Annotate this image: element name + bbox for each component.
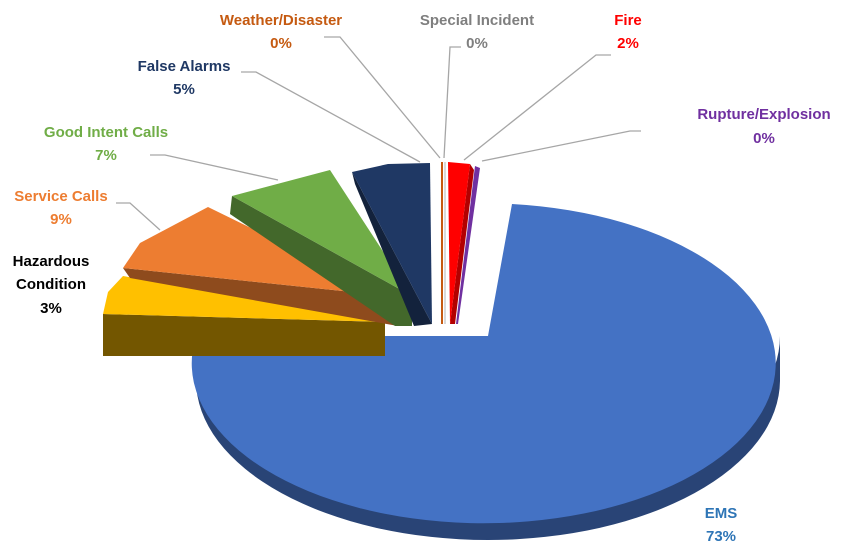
label-special-name: Special Incident xyxy=(420,12,534,29)
slice-ems xyxy=(191,204,780,540)
slice-special xyxy=(444,162,446,324)
leader-fire xyxy=(463,54,611,161)
label-ems-value: 73% xyxy=(706,528,736,543)
label-rupture-value: 0% xyxy=(753,130,775,147)
leader-special xyxy=(443,46,461,159)
leader-falsealarms xyxy=(241,71,421,163)
label-fire-value: 2% xyxy=(617,35,639,52)
slice-falsealarms-top xyxy=(352,163,432,324)
label-weather-value: 0% xyxy=(270,35,292,52)
label-rupture-name: Rupture/Explosion xyxy=(697,106,830,123)
slice-goodintent-top xyxy=(232,170,412,296)
label-special-value: 0% xyxy=(466,35,488,52)
label-hazardous-value: 3% xyxy=(40,300,62,317)
slice-falsealarms xyxy=(352,163,432,326)
label-service-value: 9% xyxy=(50,211,72,228)
label-goodintent-name: Good Intent Calls xyxy=(44,124,168,141)
label-service-name: Service Calls xyxy=(14,188,107,205)
label-goodintent-value: 7% xyxy=(95,147,117,164)
slice-ems-top xyxy=(191,204,776,524)
slice-goodintent xyxy=(230,170,412,326)
leader-lines xyxy=(116,36,641,231)
slice-rupture xyxy=(456,166,480,324)
label-falsealarms-value: 5% xyxy=(173,81,195,98)
slice-fire-side xyxy=(450,164,474,324)
slice-hazardous-side xyxy=(103,314,385,356)
slice-fire-top xyxy=(448,162,470,324)
slice-weather xyxy=(441,162,443,324)
label-hazardous-name-line1: Hazardous xyxy=(13,253,90,270)
leader-rupture xyxy=(481,130,641,162)
leader-weather xyxy=(324,36,441,159)
leader-service xyxy=(116,202,161,231)
label-falsealarms-name: False Alarms xyxy=(138,58,231,75)
data-labels: Weather/Disaster 0% Special Incident 0% … xyxy=(13,12,831,543)
label-hazardous-name-line2: Condition xyxy=(16,276,86,293)
slice-goodintent-side xyxy=(230,196,412,326)
label-ems-name: EMS xyxy=(705,505,738,522)
label-fire-name: Fire xyxy=(614,12,642,29)
leader-goodintent xyxy=(150,154,279,181)
slice-falsealarms-side xyxy=(352,172,432,326)
slice-fire xyxy=(448,162,474,324)
slice-service-side xyxy=(123,268,398,326)
label-weather-name: Weather/Disaster xyxy=(220,12,342,29)
